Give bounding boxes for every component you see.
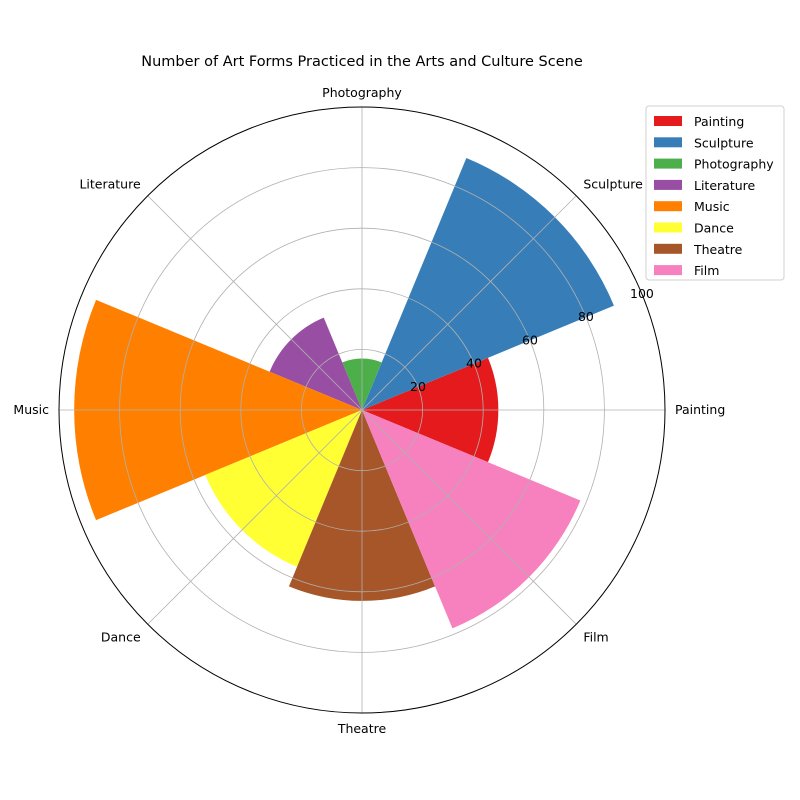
legend-label-literature: Literature [694, 178, 756, 193]
category-label-sculpture: Sculpture [583, 177, 643, 192]
legend: Painting Sculpture Photography Literature Mu… [645, 105, 785, 281]
category-label-painting: Painting [675, 402, 725, 417]
labels-layer: Painting Sculpture Photography Literature Mu… [13, 85, 725, 736]
spoke-dance [147, 409, 363, 625]
legend-label-painting: Painting [694, 114, 744, 129]
legend-swatch-theatre [654, 243, 682, 254]
legend-swatch-dance [654, 222, 682, 233]
legend-swatch-film [654, 265, 682, 276]
r-tick-label-20: 20 [410, 379, 426, 394]
legend-label-sculpture: Sculpture [694, 135, 754, 150]
legend-swatch-literature [654, 179, 682, 190]
spoke-literature [147, 195, 363, 411]
spoke-film [361, 409, 577, 625]
r-tick-label-80: 80 [578, 309, 594, 324]
legend-swatch-painting [654, 116, 682, 126]
legend-label-photography: Photography [694, 157, 774, 172]
category-label-film: Film [583, 629, 608, 644]
chart-title: Number of Art Forms Practiced in the Art… [141, 54, 583, 70]
legend-box [645, 105, 785, 281]
category-label-photography: Photography [322, 85, 402, 100]
r-tick-label-100: 100 [630, 286, 654, 301]
legend-label-theatre: Theatre [693, 242, 743, 257]
category-label-music: Music [13, 402, 49, 417]
category-label-theatre: Theatre [337, 721, 387, 736]
polar-frame [58, 106, 666, 714]
legend-label-dance: Dance [694, 221, 734, 236]
category-label-literature: Literature [79, 177, 141, 192]
bars-layer [74, 158, 614, 629]
r-tick-label-60: 60 [522, 332, 538, 347]
r-tick-label-40: 40 [466, 356, 482, 371]
legend-swatch-photography [654, 158, 682, 169]
spoke-sculpture [361, 195, 577, 411]
legend-swatch-sculpture [654, 137, 682, 148]
legend-swatch-music [654, 201, 682, 212]
grid-layer [58, 106, 666, 714]
category-label-dance: Dance [101, 629, 141, 644]
legend-label-film: Film [694, 263, 719, 278]
legend-label-music: Music [694, 199, 730, 214]
